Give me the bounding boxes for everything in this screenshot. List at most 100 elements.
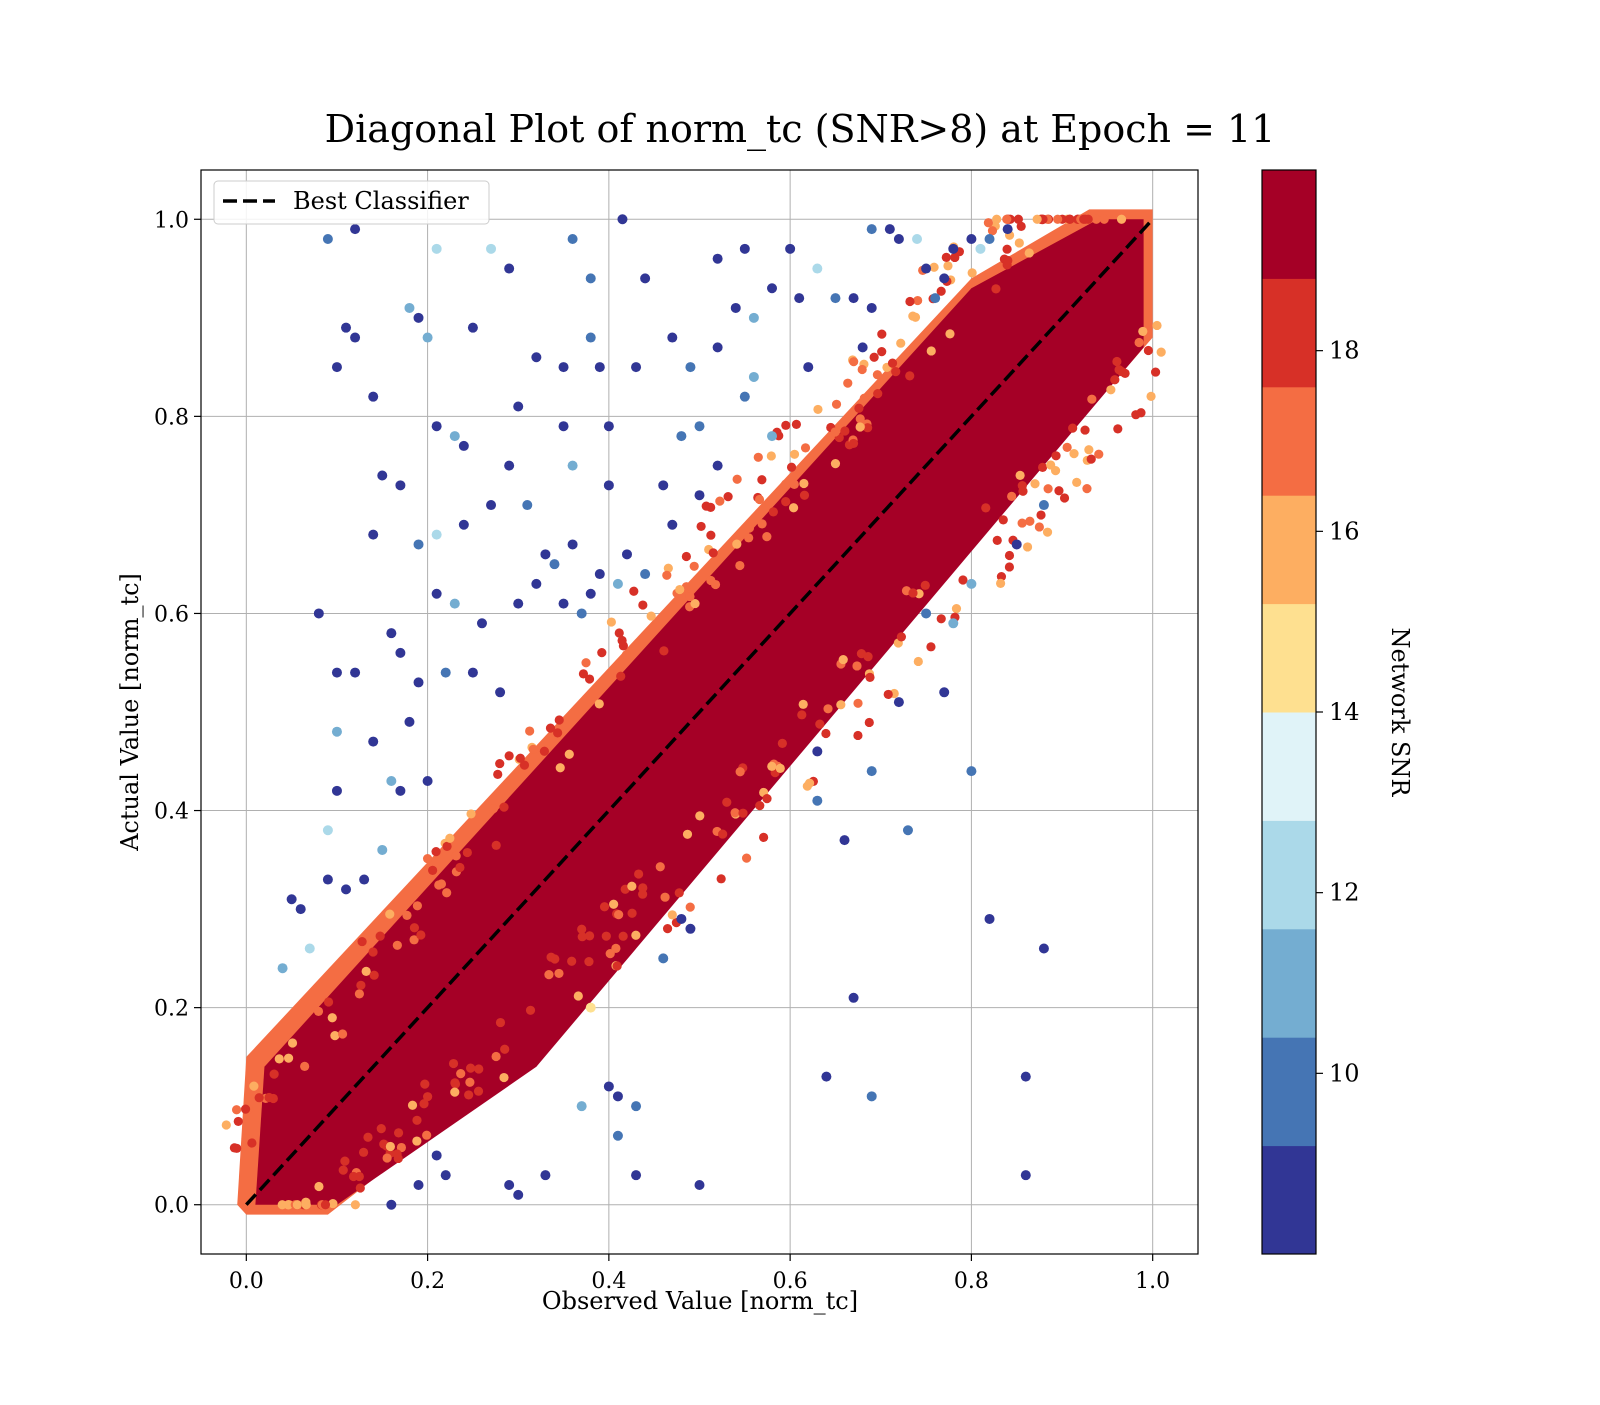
x-tick-label: 0.8 bbox=[954, 1269, 989, 1294]
band-speckle bbox=[941, 252, 951, 262]
colorbar-segment bbox=[1262, 712, 1316, 821]
scatter-point bbox=[785, 243, 796, 254]
band-speckle bbox=[865, 672, 875, 682]
band-speckle bbox=[581, 658, 591, 668]
band-speckle bbox=[340, 1156, 350, 1166]
band-speckle bbox=[409, 935, 419, 945]
scatter-point bbox=[603, 1081, 614, 1092]
band-speckle bbox=[1152, 320, 1162, 331]
band-speckle bbox=[554, 968, 564, 979]
band-speckle bbox=[830, 459, 841, 469]
scatter-point bbox=[966, 233, 977, 244]
band-speckle bbox=[264, 1092, 274, 1103]
band-speckle bbox=[1036, 510, 1046, 520]
scatter-point bbox=[395, 480, 406, 491]
band-speckle bbox=[836, 700, 846, 710]
band-speckle bbox=[1116, 214, 1127, 224]
band-speckle bbox=[584, 674, 595, 684]
band-speckle bbox=[419, 1099, 429, 1109]
y-tick-label: 0.6 bbox=[154, 602, 189, 627]
band-speckle bbox=[355, 1183, 365, 1193]
band-speckle bbox=[462, 847, 472, 858]
scatter-point bbox=[603, 421, 614, 432]
y-tick-label: 0.0 bbox=[154, 1194, 189, 1219]
band-speckle bbox=[231, 1105, 242, 1115]
band-speckle bbox=[328, 1198, 338, 1209]
scatter-point bbox=[739, 243, 750, 254]
band-speckle bbox=[599, 902, 610, 912]
band-speckle bbox=[983, 218, 993, 228]
colorbar-tick-label: 14 bbox=[1329, 698, 1360, 726]
band-speckle bbox=[662, 923, 673, 934]
band-speckle bbox=[830, 427, 840, 437]
band-speckle bbox=[864, 717, 874, 728]
scatter-point bbox=[612, 1130, 623, 1141]
band-speckle bbox=[920, 580, 930, 590]
band-speckle bbox=[1025, 516, 1035, 526]
band-speckle bbox=[715, 496, 725, 506]
band-speckle bbox=[991, 284, 1001, 294]
scatter-point bbox=[794, 293, 805, 304]
scatter-point bbox=[631, 362, 642, 373]
scatter-point bbox=[893, 233, 904, 244]
band-speckle bbox=[573, 991, 583, 1001]
scatter-point bbox=[567, 233, 578, 244]
band-speckle bbox=[233, 1116, 243, 1127]
scatter-point bbox=[966, 766, 977, 777]
band-speckle bbox=[422, 1130, 432, 1140]
band-speckle bbox=[1042, 527, 1053, 537]
colorbar-segment bbox=[1262, 1145, 1316, 1255]
band-speckle bbox=[621, 650, 632, 660]
scatter-point bbox=[1038, 500, 1049, 511]
scatter-point bbox=[902, 825, 913, 836]
band-speckle bbox=[614, 628, 624, 638]
band-speckle bbox=[744, 533, 754, 543]
scatter-point bbox=[640, 569, 651, 580]
colorbar-segment bbox=[1262, 495, 1316, 605]
band-speckle bbox=[863, 423, 873, 433]
band-speckle bbox=[1094, 449, 1104, 459]
band-speckle bbox=[896, 632, 906, 642]
band-speckle bbox=[420, 1079, 430, 1089]
scatter-point bbox=[277, 963, 288, 974]
band-speckle bbox=[857, 364, 867, 375]
band-speckle bbox=[967, 268, 977, 278]
x-tick-label: 0.0 bbox=[229, 1269, 264, 1294]
scatter-point bbox=[612, 578, 623, 589]
band-speckle bbox=[577, 924, 587, 934]
band-speckle bbox=[428, 865, 438, 876]
band-speckle bbox=[423, 1092, 433, 1102]
band-speckle bbox=[1069, 449, 1079, 459]
band-speckle bbox=[1030, 479, 1040, 489]
band-speckle bbox=[431, 847, 441, 857]
band-speckle bbox=[445, 833, 455, 843]
scatter-point bbox=[921, 263, 932, 274]
band-speckle bbox=[1120, 368, 1130, 379]
band-speckle bbox=[732, 539, 742, 549]
band-speckle bbox=[840, 426, 850, 436]
colorbar-segment bbox=[1262, 386, 1316, 496]
band-speckle bbox=[606, 617, 616, 627]
band-speckle bbox=[539, 746, 550, 756]
band-speckle bbox=[1099, 214, 1109, 224]
band-speckle bbox=[584, 931, 595, 941]
scatter-point bbox=[594, 362, 605, 373]
band-speckle bbox=[706, 530, 716, 540]
band-speckle bbox=[617, 635, 627, 646]
scatter-point bbox=[567, 539, 578, 550]
colorbar-tick-label: 10 bbox=[1329, 1059, 1360, 1087]
band-speckle bbox=[232, 1143, 242, 1153]
band-speckle bbox=[327, 1013, 337, 1023]
band-speckle bbox=[663, 563, 673, 573]
band-speckle bbox=[716, 874, 726, 884]
band-speckle bbox=[802, 781, 812, 791]
band-speckle bbox=[695, 811, 705, 821]
band-speckle bbox=[1113, 424, 1123, 434]
band-speckle bbox=[1068, 423, 1078, 433]
band-speckle bbox=[662, 570, 672, 580]
band-speckle bbox=[992, 214, 1002, 224]
scatter-point bbox=[812, 263, 823, 274]
band-speckle bbox=[495, 758, 505, 769]
band-speckle bbox=[757, 475, 767, 485]
band-speckle bbox=[788, 503, 799, 513]
